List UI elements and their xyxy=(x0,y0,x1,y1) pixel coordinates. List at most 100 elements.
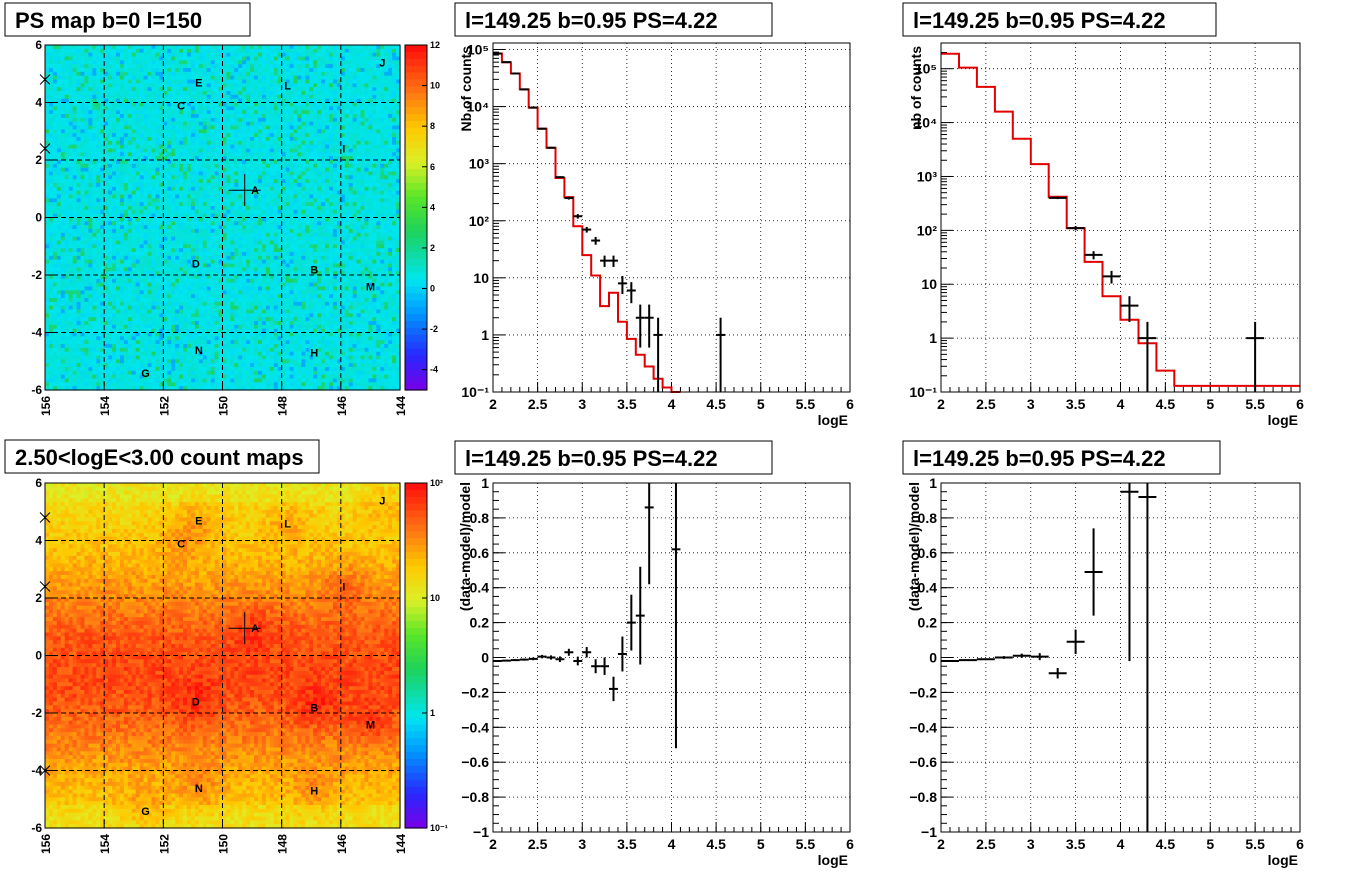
map-pixel xyxy=(139,286,145,291)
map-pixel xyxy=(135,152,141,157)
map-pixel xyxy=(135,98,141,104)
map-pixel xyxy=(190,110,196,115)
map-pixel xyxy=(226,294,231,299)
map-pixel xyxy=(222,370,228,376)
map-pixel xyxy=(167,68,172,73)
map-pixel xyxy=(155,206,160,211)
map-pixel xyxy=(84,144,89,150)
map-pixel xyxy=(108,137,113,142)
map-pixel xyxy=(48,305,54,311)
map-pixel xyxy=(234,110,239,115)
map-pixel xyxy=(218,359,224,364)
map-pixel xyxy=(116,263,121,268)
map-pixel xyxy=(250,186,255,192)
map-pixel xyxy=(100,340,105,345)
map-pixel xyxy=(96,98,101,104)
map-pixel xyxy=(242,275,247,280)
map-pixel xyxy=(246,244,251,249)
map-pixel xyxy=(84,286,89,291)
map-pixel xyxy=(218,175,224,180)
map-pixel xyxy=(190,137,196,142)
map-pixel xyxy=(84,321,89,326)
map-pixel xyxy=(198,367,204,372)
map-pixel xyxy=(206,137,212,142)
map-pixel xyxy=(45,133,50,138)
map-pixel xyxy=(258,56,263,61)
map-pixel xyxy=(214,367,220,372)
map-pixel xyxy=(127,382,133,387)
map-pixel xyxy=(206,91,212,96)
map-pixel xyxy=(60,152,66,157)
map-pixel xyxy=(246,163,251,169)
map-pixel xyxy=(155,56,160,61)
map-pixel xyxy=(60,259,66,265)
map-pixel xyxy=(202,52,208,58)
map-pixel xyxy=(238,71,243,77)
map-pixel xyxy=(92,102,97,107)
map-pixel xyxy=(60,102,66,107)
map-pixel xyxy=(190,309,196,314)
map-pixel xyxy=(88,217,93,222)
map-pixel xyxy=(68,183,74,188)
map-pixel xyxy=(190,140,196,146)
map-pixel xyxy=(183,332,188,337)
map-pixel xyxy=(76,110,82,115)
map-pixel xyxy=(206,313,212,318)
map-pixel xyxy=(159,79,164,84)
map-pixel xyxy=(151,144,157,150)
map-pixel xyxy=(60,198,66,203)
map-pixel xyxy=(226,267,231,272)
map-pixel xyxy=(131,374,137,380)
map-pixel xyxy=(151,163,157,169)
map-pixel xyxy=(135,148,141,153)
map-pixel xyxy=(68,275,74,280)
map-pixel xyxy=(80,240,86,245)
map-pixel xyxy=(64,121,70,127)
map-pixel xyxy=(119,301,125,307)
map-pixel xyxy=(210,56,216,61)
map-pixel xyxy=(210,98,216,104)
map-pixel xyxy=(119,328,125,334)
map-pixel xyxy=(159,98,164,104)
map-pixel xyxy=(143,186,149,192)
map-pixel xyxy=(123,186,129,192)
map-pixel xyxy=(60,298,66,303)
map-pixel xyxy=(183,240,188,245)
map-pixel xyxy=(92,240,97,245)
map-pixel xyxy=(127,194,133,199)
map-pixel xyxy=(92,94,97,100)
map-pixel xyxy=(88,129,93,134)
map-pixel xyxy=(64,125,70,130)
map-pixel xyxy=(123,290,129,295)
map-pixel xyxy=(100,45,105,50)
map-pixel xyxy=(116,144,121,150)
map-pixel xyxy=(234,64,239,69)
map-pixel xyxy=(147,87,153,92)
map-pixel xyxy=(163,148,168,153)
map-pixel xyxy=(198,87,204,92)
map-pixel xyxy=(151,259,157,265)
map-pixel xyxy=(238,148,243,153)
map-pixel xyxy=(135,301,141,307)
map-pixel xyxy=(88,137,93,142)
map-pixel xyxy=(171,332,176,337)
map-pixel xyxy=(143,144,149,150)
map-pixel xyxy=(135,171,141,176)
map-pixel xyxy=(119,102,125,107)
map-pixel xyxy=(206,298,212,303)
map-pixel xyxy=(72,152,78,157)
map-pixel xyxy=(163,213,168,219)
map-pixel xyxy=(108,263,113,268)
map-pixel xyxy=(116,102,121,107)
map-pixel xyxy=(100,355,105,360)
map-pixel xyxy=(214,309,220,314)
map-pixel xyxy=(56,209,62,215)
map-pixel xyxy=(155,186,160,192)
map-pixel xyxy=(167,336,172,341)
map-pixel xyxy=(143,248,149,253)
map-pixel xyxy=(108,133,113,138)
map-pixel xyxy=(76,363,82,368)
map-pixel xyxy=(45,370,50,376)
map-pixel xyxy=(218,160,224,165)
map-pixel xyxy=(198,370,204,376)
